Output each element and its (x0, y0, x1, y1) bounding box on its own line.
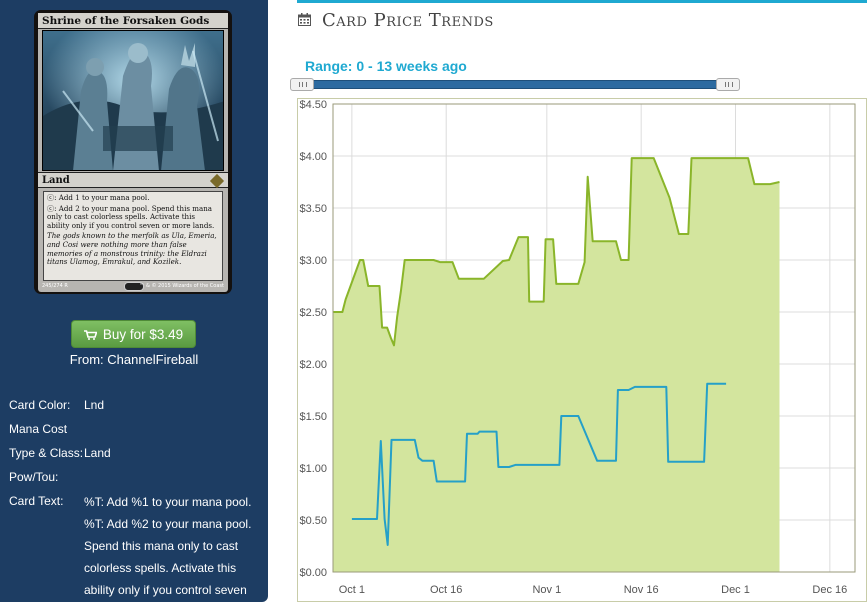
y-tick-label: $1.00 (299, 463, 327, 475)
card-text-line: %T: Add %1 to your mana pool. (84, 495, 252, 509)
series-line-0 (333, 157, 780, 347)
mana-cost-label: Mana Cost (9, 422, 68, 436)
series-line-1 (351, 382, 727, 546)
artist-brush-icon (124, 282, 144, 291)
type-class-label: Type & Class: (9, 446, 84, 460)
card-copyright: ™ & © 2015 Wizards of the Coast (139, 283, 224, 289)
card-rules-2: ⓒ: Add 2 to your mana pool. Spend this m… (47, 203, 215, 230)
y-tick-label: $0.00 (299, 567, 327, 579)
x-tick-label: Dec 16 (812, 584, 847, 596)
card-frame: Shrine of the Forsaken Gods (38, 13, 228, 292)
card-text-box: ⓒ: Add 1 to your mana pool. ⓒ: Add 2 to … (43, 191, 223, 281)
series-area-0 (333, 158, 780, 572)
x-tick-label: Dec 1 (721, 584, 750, 596)
range-slider-handle-end[interactable] (716, 78, 740, 91)
y-tick-label: $2.00 (299, 359, 327, 371)
card-type-text: Land (42, 175, 70, 186)
x-tick-label: Nov 1 (532, 584, 561, 596)
type-class-value: Land (84, 446, 111, 460)
page-title: Card Price Trends (322, 10, 494, 31)
y-tick-label: $0.50 (299, 515, 327, 527)
card-text-line: colorless spells. Activate this (84, 561, 237, 575)
buy-vendor: From: ChannelFireball (69, 352, 199, 367)
card-artwork (42, 30, 224, 171)
card-text-value: %T: Add %1 to your mana pool. %T: Add %2… (84, 491, 264, 601)
plot-frame (332, 103, 856, 573)
y-tick-label: $2.50 (299, 307, 327, 319)
card-text-label: Card Text: (9, 494, 64, 508)
card-name: Shrine of the Forsaken Gods (38, 13, 228, 29)
x-tick-label: Oct 1 (339, 584, 365, 596)
card-text-line: %T: Add %2 to your mana pool. (84, 517, 252, 531)
card-sidebar: Shrine of the Forsaken Gods (0, 0, 268, 602)
card-type-line: Land (38, 172, 228, 189)
x-tick-label: Nov 16 (624, 584, 659, 596)
cart-icon (83, 330, 97, 340)
buy-button[interactable]: Buy for $3.49 (71, 320, 196, 348)
accent-bar (297, 0, 867, 3)
card-text-line: Spend this mana only to cast (84, 539, 239, 553)
y-tick-label: $1.50 (299, 411, 327, 423)
card-rules-1: ⓒ: Add 1 to your mana pool. (47, 193, 150, 202)
y-tick-label: $4.00 (299, 151, 327, 163)
card-color-value: Lnd (84, 398, 105, 412)
range-slider-track[interactable] (302, 80, 738, 89)
card-color-label: Card Color: (9, 398, 71, 412)
card-flavor-text: The gods known to the merfolk as Ula, Em… (47, 231, 217, 267)
x-tick-label: Oct 16 (430, 584, 462, 596)
range-slider-handle-start[interactable] (290, 78, 314, 91)
y-tick-label: $4.50 (299, 99, 327, 111)
pow-tou-label: Pow/Tou: (9, 470, 59, 484)
card-text-line: ability only if you control seven (84, 583, 247, 597)
card-footer: 245/274 R ™ & © 2015 Wizards of the Coas… (42, 282, 224, 291)
calendar-icon (298, 13, 311, 26)
range-label: Range: 0 - 13 weeks ago (305, 58, 467, 74)
price-chart: $0.00 $0.50 $1.00 $1.50 $2.00 $2.50 $3.00 $3.50… (297, 98, 867, 602)
y-tick-label: $3.00 (299, 255, 327, 267)
set-symbol-icon (209, 173, 225, 189)
y-tick-label: $3.50 (299, 203, 327, 215)
card-image: Shrine of the Forsaken Gods (34, 10, 232, 294)
card-collector-number: 245/274 R (42, 283, 68, 289)
buy-button-label: Buy for $3.49 (102, 327, 184, 342)
